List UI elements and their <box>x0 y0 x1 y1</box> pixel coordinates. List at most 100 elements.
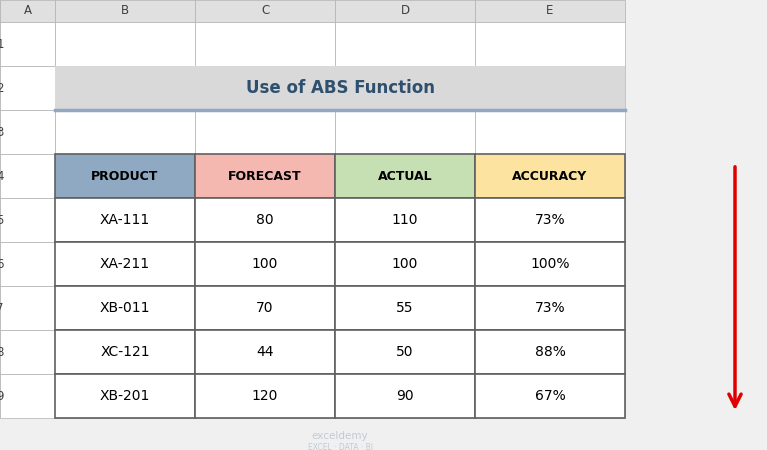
Bar <box>335 154 475 198</box>
Bar <box>335 110 475 154</box>
Bar <box>475 374 625 418</box>
Bar <box>195 286 335 330</box>
Bar <box>335 198 475 242</box>
Bar <box>335 0 475 22</box>
Bar <box>55 154 195 198</box>
Text: 120: 120 <box>252 389 278 403</box>
Text: ACTUAL: ACTUAL <box>377 170 433 183</box>
Bar <box>0 110 55 154</box>
Bar <box>195 0 335 22</box>
Text: 9: 9 <box>0 390 4 402</box>
Bar <box>55 242 195 286</box>
Text: XA-211: XA-211 <box>100 257 150 271</box>
Bar <box>475 110 625 154</box>
Bar <box>55 110 195 154</box>
Text: EXCEL · DATA · BI: EXCEL · DATA · BI <box>308 444 373 450</box>
Bar <box>335 242 475 286</box>
Text: ACCURACY: ACCURACY <box>512 170 588 183</box>
Text: 90: 90 <box>397 389 414 403</box>
Bar <box>195 154 335 198</box>
Bar <box>475 242 625 286</box>
Bar <box>475 154 625 198</box>
Bar <box>475 154 625 198</box>
Bar <box>475 330 625 374</box>
Bar <box>475 330 625 374</box>
Bar <box>55 286 195 330</box>
Bar <box>55 0 195 22</box>
Bar <box>55 330 195 374</box>
Bar <box>335 154 475 198</box>
Bar <box>55 286 195 330</box>
Bar <box>195 374 335 418</box>
Bar <box>0 22 55 66</box>
Bar <box>0 0 55 22</box>
Bar <box>335 330 475 374</box>
Bar <box>55 330 195 374</box>
Text: 44: 44 <box>256 345 274 359</box>
Text: 3: 3 <box>0 126 4 139</box>
Bar <box>0 242 55 286</box>
Bar <box>195 330 335 374</box>
Bar <box>55 66 625 110</box>
Bar <box>335 242 475 286</box>
Bar <box>335 374 475 418</box>
Text: 5: 5 <box>0 213 4 226</box>
Bar <box>0 330 55 374</box>
Bar <box>475 198 625 242</box>
Text: 55: 55 <box>397 301 413 315</box>
Bar <box>55 198 195 242</box>
Text: PRODUCT: PRODUCT <box>91 170 159 183</box>
Text: 88%: 88% <box>535 345 565 359</box>
Bar <box>195 198 335 242</box>
Bar <box>195 66 335 110</box>
Bar <box>55 374 195 418</box>
Text: 2: 2 <box>0 81 4 94</box>
Bar <box>475 286 625 330</box>
Bar <box>195 22 335 66</box>
Bar <box>0 374 55 418</box>
Text: 80: 80 <box>256 213 274 227</box>
Text: 6: 6 <box>0 257 4 270</box>
Bar <box>55 22 195 66</box>
Text: 110: 110 <box>392 213 418 227</box>
Bar <box>0 286 55 330</box>
Text: 67%: 67% <box>535 389 565 403</box>
Bar <box>0 66 55 110</box>
Bar <box>195 198 335 242</box>
Text: A: A <box>24 4 31 18</box>
Bar <box>475 286 625 330</box>
Text: Use of ABS Function: Use of ABS Function <box>245 79 434 97</box>
Bar <box>475 198 625 242</box>
Bar <box>195 286 335 330</box>
Text: exceldemy: exceldemy <box>311 431 368 441</box>
Text: XB-011: XB-011 <box>100 301 150 315</box>
Bar <box>195 374 335 418</box>
Text: D: D <box>400 4 410 18</box>
Bar <box>335 22 475 66</box>
Text: 1: 1 <box>0 37 4 50</box>
Text: 73%: 73% <box>535 301 565 315</box>
Text: C: C <box>261 4 269 18</box>
Bar <box>335 374 475 418</box>
Bar <box>335 286 475 330</box>
Text: XC-121: XC-121 <box>100 345 150 359</box>
Bar <box>335 66 475 110</box>
Text: 8: 8 <box>0 346 4 359</box>
Bar <box>195 154 335 198</box>
Bar <box>55 374 195 418</box>
Text: 73%: 73% <box>535 213 565 227</box>
Bar <box>55 242 195 286</box>
Text: E: E <box>546 4 554 18</box>
Bar <box>195 330 335 374</box>
Text: FORECAST: FORECAST <box>229 170 301 183</box>
Bar <box>335 286 475 330</box>
Text: 100%: 100% <box>530 257 570 271</box>
Bar <box>55 198 195 242</box>
Text: XB-201: XB-201 <box>100 389 150 403</box>
Bar <box>0 154 55 198</box>
Bar <box>475 374 625 418</box>
Bar <box>55 154 195 198</box>
Bar <box>475 22 625 66</box>
Bar <box>195 242 335 286</box>
Bar <box>0 198 55 242</box>
